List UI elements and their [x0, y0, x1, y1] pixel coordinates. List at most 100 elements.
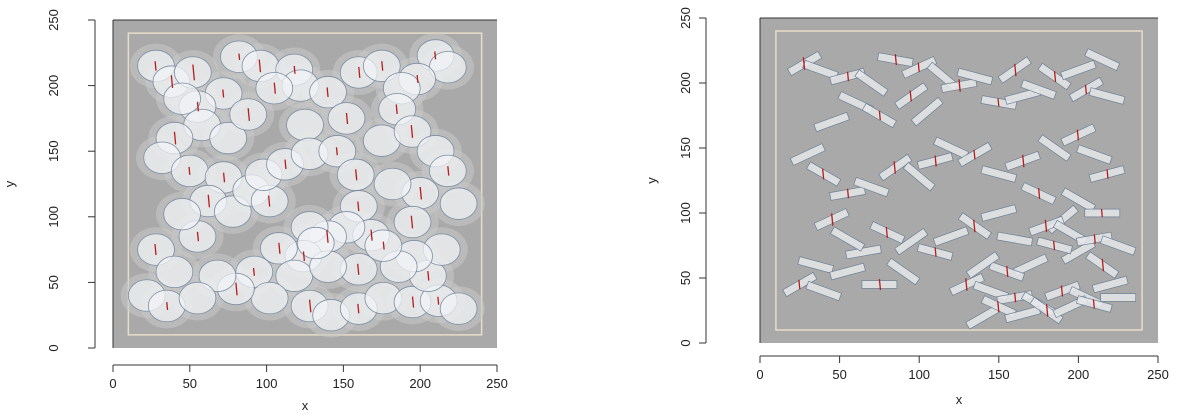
point-rectangle: [1088, 87, 1126, 105]
point-rectangle: [932, 226, 970, 247]
point-disc: [163, 198, 201, 231]
orientation-segment: [419, 186, 423, 200]
orientation-segment: [252, 267, 255, 276]
orientation-segment: [1044, 219, 1048, 233]
point-disc: [439, 187, 478, 220]
orientation-segment: [293, 65, 296, 74]
orientation-segment: [154, 61, 157, 71]
orientation-segment: [973, 149, 976, 160]
orientation-segment: [997, 98, 1000, 107]
point-rectangle: [1076, 144, 1113, 165]
y-tick-label: 0: [678, 339, 693, 346]
y-tick-label: 150: [46, 140, 61, 162]
orientation-segment: [846, 71, 850, 82]
left-chart-panel: 0 50 100 150 200 250 x 0 50 100 150 200 250 y: [2, 9, 508, 413]
orientation-segment: [357, 201, 360, 212]
orientation-segment: [934, 155, 937, 167]
point-rectangle: [805, 280, 842, 302]
x-tick-label: 100: [908, 367, 930, 382]
point-rectangle: [886, 257, 921, 286]
orientation-segment: [427, 271, 430, 281]
orientation-segment: [258, 59, 262, 73]
orientation-segment: [154, 244, 157, 256]
x-tick-label: 150: [988, 367, 1010, 382]
orientation-segment: [355, 169, 358, 181]
orientation-segment: [917, 62, 920, 73]
orientation-segment: [411, 296, 415, 308]
orientation-segment: [1053, 70, 1057, 83]
point-disc: [163, 82, 201, 115]
orientation-segment: [1022, 154, 1025, 168]
point-rectangle: [1084, 48, 1121, 72]
orientation-segment: [207, 194, 211, 208]
orientation-segment: [357, 263, 360, 275]
orientation-segment: [934, 247, 937, 257]
orientation-segment: [381, 61, 384, 71]
orientation-segment: [1076, 129, 1080, 141]
orientation-segment: [222, 172, 226, 183]
orientation-segment: [192, 64, 196, 81]
orientation-segment: [326, 230, 329, 243]
orientation-segment: [830, 213, 834, 226]
orientation-segment: [238, 53, 241, 60]
orientation-segment: [357, 303, 360, 314]
orientation-segment: [267, 195, 271, 207]
point-rectangle: [1100, 293, 1137, 302]
orientation-segment: [893, 161, 896, 174]
orientation-segment: [196, 231, 200, 242]
point-rectangle: [1037, 134, 1072, 162]
y-tick-label: 150: [678, 137, 693, 159]
orientation-segment: [166, 302, 169, 311]
x-tick-label: 50: [183, 376, 197, 391]
orientation-segment: [1037, 187, 1041, 200]
x-tick-label: 50: [832, 367, 846, 382]
orientation-segment: [1100, 209, 1103, 217]
orientation-segment: [416, 75, 419, 84]
point-rectangle: [1020, 79, 1057, 100]
point-rectangle: [853, 176, 890, 198]
point-rectangle: [996, 231, 1034, 247]
point-rectangle: [980, 204, 1018, 222]
orientation-segment: [173, 131, 177, 145]
point-rectangle: [1091, 275, 1129, 294]
orientation-segment: [410, 125, 414, 138]
orientation-segment: [410, 215, 414, 229]
data-marks: [782, 48, 1137, 330]
y-tick-label: 250: [46, 9, 61, 31]
orientation-segment: [345, 112, 349, 124]
orientation-segment: [894, 54, 898, 66]
point-rectangle: [854, 69, 889, 97]
point-rectangle: [980, 165, 1018, 183]
x-tick-label: 100: [256, 376, 278, 391]
y-axis-title: y: [644, 177, 659, 184]
right-chart-panel: 0 50 100 150 200 250 x 0 50 100 150 200 250 y: [644, 7, 1169, 407]
x-axis: 0 50 100 150 200 250 x: [756, 355, 1169, 407]
orientation-segment: [434, 51, 437, 60]
point-rectangle: [797, 256, 835, 274]
x-tick-label: 150: [333, 376, 355, 391]
y-tick-label: 50: [678, 271, 693, 285]
orientation-segment: [1045, 304, 1049, 317]
point-rectangle: [829, 262, 866, 281]
orientation-segment: [302, 251, 306, 261]
orientation-segment: [1014, 63, 1017, 77]
orientation-segment: [278, 242, 281, 254]
y-tick-label: 100: [46, 206, 61, 228]
x-tick-label: 0: [756, 367, 763, 382]
point-disc: [250, 282, 289, 315]
point-rectangle: [789, 143, 826, 166]
orientation-segment: [958, 79, 961, 92]
x-axis-title: x: [956, 392, 963, 407]
orientation-segment: [284, 159, 287, 170]
orientation-segment: [909, 90, 912, 102]
point-rectangle: [829, 226, 866, 252]
y-axis: 0 50 100 150 200 250 y: [644, 7, 707, 347]
point-rectangle: [813, 111, 850, 133]
orientation-segment: [335, 147, 338, 156]
orientation-segment: [1006, 265, 1009, 278]
data-marks: [120, 33, 485, 338]
orientation-segment: [273, 82, 276, 94]
orientation-segment: [1052, 240, 1056, 251]
y-axis-title: y: [2, 180, 17, 187]
